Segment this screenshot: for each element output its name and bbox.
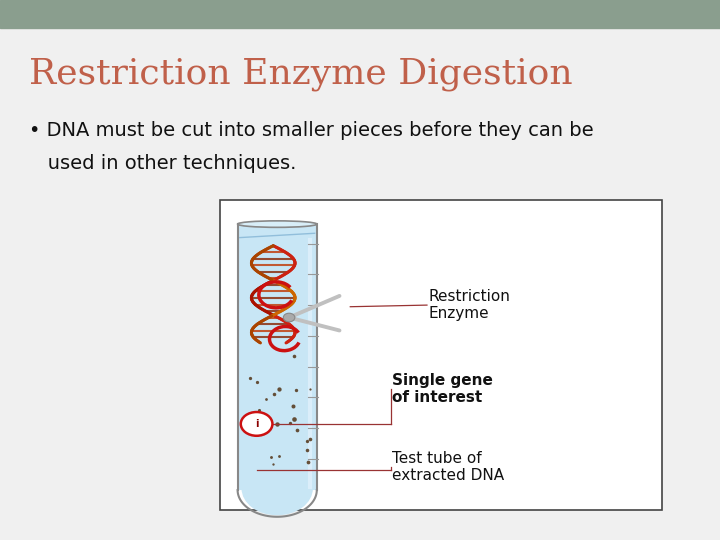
Circle shape [284,313,295,322]
Circle shape [240,412,272,436]
FancyBboxPatch shape [238,224,317,490]
Text: Test tube of
extracted DNA: Test tube of extracted DNA [392,451,505,483]
Text: Restriction
Enzyme: Restriction Enzyme [428,289,510,321]
Bar [220,200,662,510]
Text: i: i [255,419,258,429]
Bar [0,0,720,28]
Text: used in other techniques.: used in other techniques. [29,154,296,173]
Text: Single gene
of interest: Single gene of interest [392,373,493,405]
Wedge shape [241,489,312,515]
Ellipse shape [238,221,317,227]
Text: • DNA must be cut into smaller pieces before they can be: • DNA must be cut into smaller pieces be… [29,122,593,140]
Text: Restriction Enzyme Digestion: Restriction Enzyme Digestion [29,57,572,91]
